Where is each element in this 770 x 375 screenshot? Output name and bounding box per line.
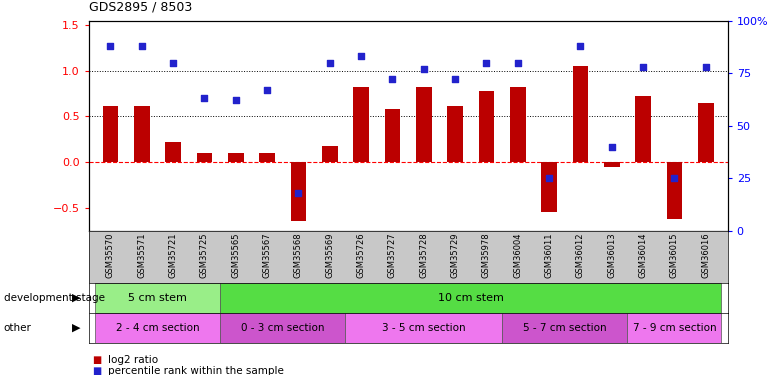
Bar	[259, 153, 275, 162]
Bar	[290, 162, 306, 222]
Point	[104, 43, 116, 49]
Bar	[228, 153, 243, 162]
Bar	[95, 283, 220, 313]
Text: GSM35571: GSM35571	[137, 232, 146, 278]
Text: ▶: ▶	[72, 323, 81, 333]
Text: GSM36012: GSM36012	[576, 232, 585, 278]
Point	[449, 76, 461, 82]
Text: 10 cm stem: 10 cm stem	[438, 293, 504, 303]
Bar	[134, 105, 149, 162]
Point	[387, 76, 399, 82]
Text: GSM35565: GSM35565	[231, 232, 240, 278]
Text: percentile rank within the sample: percentile rank within the sample	[108, 366, 283, 375]
Text: GSM35569: GSM35569	[325, 232, 334, 278]
Text: ■: ■	[92, 355, 102, 365]
Text: development stage: development stage	[4, 293, 105, 303]
Point	[605, 144, 618, 150]
Bar	[384, 109, 400, 162]
Text: GSM35729: GSM35729	[450, 232, 460, 278]
Text: GSM36011: GSM36011	[544, 232, 554, 278]
Point	[668, 175, 681, 181]
Bar	[220, 283, 721, 313]
Bar	[416, 87, 432, 162]
Text: GSM35567: GSM35567	[263, 232, 272, 278]
Bar	[220, 313, 346, 343]
Bar	[322, 146, 337, 162]
Text: GSM35728: GSM35728	[419, 232, 428, 278]
Text: GSM35726: GSM35726	[357, 232, 366, 278]
Text: GSM35978: GSM35978	[482, 232, 491, 278]
Bar	[604, 162, 620, 167]
Bar	[573, 66, 588, 162]
Bar	[628, 313, 721, 343]
Text: 3 - 5 cm section: 3 - 5 cm section	[382, 323, 466, 333]
Text: GSM36014: GSM36014	[638, 232, 648, 278]
Bar	[166, 142, 181, 162]
Bar	[635, 96, 651, 162]
Text: GSM35727: GSM35727	[388, 232, 397, 278]
Bar	[698, 103, 714, 162]
Text: ▶: ▶	[72, 293, 81, 303]
Text: GSM35725: GSM35725	[200, 232, 209, 278]
Text: GDS2895 / 8503: GDS2895 / 8503	[89, 0, 192, 13]
Text: GSM36015: GSM36015	[670, 232, 679, 278]
Text: 5 - 7 cm section: 5 - 7 cm section	[523, 323, 607, 333]
Bar	[353, 87, 369, 162]
Text: GSM35570: GSM35570	[106, 232, 115, 278]
Bar	[479, 91, 494, 162]
Bar	[502, 313, 628, 343]
Text: 2 - 4 cm section: 2 - 4 cm section	[116, 323, 199, 333]
Point	[637, 64, 649, 70]
Bar	[510, 87, 526, 162]
Text: 7 - 9 cm section: 7 - 9 cm section	[633, 323, 716, 333]
Point	[199, 95, 211, 101]
Point	[480, 60, 493, 66]
Text: 5 cm stem: 5 cm stem	[128, 293, 187, 303]
Text: GSM36004: GSM36004	[514, 232, 522, 278]
Text: GSM36013: GSM36013	[608, 232, 616, 278]
Point	[543, 175, 555, 181]
Point	[417, 66, 430, 72]
Text: GSM35721: GSM35721	[169, 232, 178, 278]
Point	[167, 60, 179, 66]
Point	[136, 43, 148, 49]
Point	[574, 43, 587, 49]
Bar	[196, 153, 213, 162]
Text: log2 ratio: log2 ratio	[108, 355, 158, 365]
Point	[700, 64, 712, 70]
Point	[511, 60, 524, 66]
Bar	[346, 313, 502, 343]
Point	[293, 190, 305, 196]
Bar	[447, 105, 463, 162]
Text: 0 - 3 cm section: 0 - 3 cm section	[241, 323, 324, 333]
Bar	[667, 162, 682, 219]
Point	[229, 98, 242, 104]
Text: ■: ■	[92, 366, 102, 375]
Text: GSM35568: GSM35568	[294, 232, 303, 278]
Bar	[102, 105, 119, 162]
Bar	[541, 162, 557, 212]
Point	[323, 60, 336, 66]
Text: other: other	[4, 323, 32, 333]
Bar	[95, 313, 220, 343]
Point	[355, 53, 367, 59]
Point	[261, 87, 273, 93]
Text: GSM36016: GSM36016	[701, 232, 710, 278]
